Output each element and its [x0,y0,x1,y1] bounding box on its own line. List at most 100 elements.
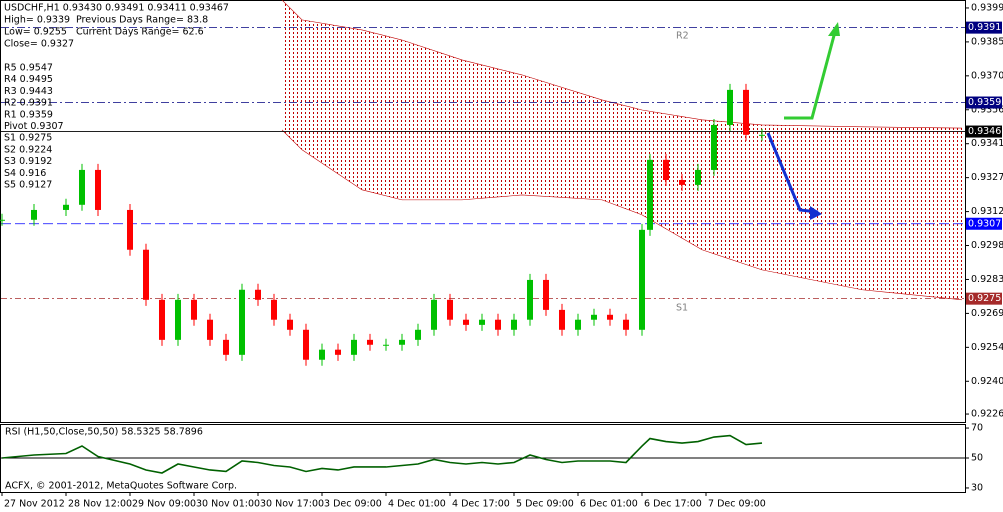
candle [575,319,581,330]
info-close: Close= 0.9327 [4,39,74,50]
candle [759,134,765,136]
candle [559,309,565,330]
pivot-level: R4 0.9495 [4,74,53,85]
candle [239,289,245,355]
symbol-title: USDCHF,H1 0.93430 0.93491 0.93411 0.9346… [4,3,229,14]
y-tick-label: 70 [971,423,983,434]
level-label-box [966,217,1002,230]
candle [399,339,405,345]
candle [255,289,261,300]
x-tick-label: 30 Nov 01:00 [196,499,260,510]
y-tick-label: 0.93415 [971,138,1003,149]
pivot-level: S5 0.9127 [4,180,52,191]
info-high: High= 0.9339 [4,15,70,26]
candle [623,319,629,330]
candle [431,299,437,330]
candle [223,339,229,355]
x-tick-label: 6 Dec 01:00 [580,499,638,510]
level-label-box [966,125,1002,138]
candle [679,179,685,185]
candle [591,314,597,320]
info-cur-range: Current Days Range= 62.6 [76,27,204,38]
y-tick-label: 0.92545 [971,342,1003,353]
candle [495,319,501,330]
level-label: 0.93073 [968,218,1003,229]
candle [79,169,85,205]
candle [727,89,733,125]
candle [543,279,549,310]
x-tick-label: 29 Nov 09:00 [132,499,196,510]
y-tick-label: 0.92260 [971,409,1003,420]
level-label-box [966,96,1002,109]
pivot-level: R1 0.9359 [4,109,53,120]
level-label: 0.93591 [968,97,1003,108]
candle [479,319,485,325]
candle [711,124,717,170]
level-label: 0.92753 [968,293,1003,304]
pivot-level: Pivot 0.9307 [4,121,64,132]
level-label-box [966,292,1002,305]
up-arrow-head [828,22,840,36]
candle [447,299,453,320]
cloud-top [281,0,963,129]
candle [31,209,37,220]
candle [607,314,613,320]
x-tick-label: 7 Dec 09:00 [708,499,766,510]
footer: ACFX, © 2001-2012, MetaQuotes Software C… [5,481,237,492]
candle [271,299,277,320]
x-tick-label: 27 Nov 2012 [4,499,65,510]
pivot-level: S3 0.9192 [4,156,52,167]
y-tick-label: 50 [971,453,983,464]
candle [63,204,69,210]
pivot-level: S2 0.9224 [4,144,52,155]
candle [351,339,357,355]
cloud-bottom [281,129,963,301]
cloud [282,0,962,300]
candle [511,319,517,330]
info-low: Low= 0.9255 [4,27,67,38]
info-prev-range: Previous Days Range= 83.8 [76,15,208,26]
y-tick-label: 0.93705 [971,70,1003,81]
pivot-level: S4 0.916 [4,168,46,179]
annotation: R2 [676,31,689,42]
level-label: 0.93911 [968,22,1003,33]
level-label-box [966,21,1002,34]
candle [383,344,389,346]
candle [303,329,309,360]
y-tick-label: 0.93125 [971,206,1003,217]
y-tick-label: 30 [971,482,983,493]
candle [367,339,373,345]
candle [319,349,325,360]
candle [415,329,421,340]
annotation: S1 [676,303,688,314]
rsi-title: RSI (H1,50,Close,50,50) 58.5325 58.7896 [5,427,203,438]
x-tick-label: 3 Dec 09:00 [324,499,382,510]
candle [159,299,165,340]
y-tick-label: 0.92835 [971,274,1003,285]
up-arrow [784,27,838,120]
candle [287,319,293,330]
x-tick-label: 30 Nov 17:00 [260,499,324,510]
candle [695,169,701,185]
pivot-level: S1 0.9275 [4,133,52,144]
x-tick-label: 4 Dec 17:00 [452,499,510,510]
x-tick-label: 28 Nov 12:00 [68,499,132,510]
candle [527,279,533,320]
rsi-line [1,434,763,474]
pivot-level: R2 0.9391 [4,98,53,109]
candle [335,349,341,355]
candle [463,319,469,325]
pivot-level: R5 0.9547 [4,63,53,74]
down-arrow-head [810,206,822,220]
candle [647,159,653,230]
x-tick-label: 5 Dec 09:00 [516,499,574,510]
x-tick-label: 6 Dec 17:00 [644,499,702,510]
